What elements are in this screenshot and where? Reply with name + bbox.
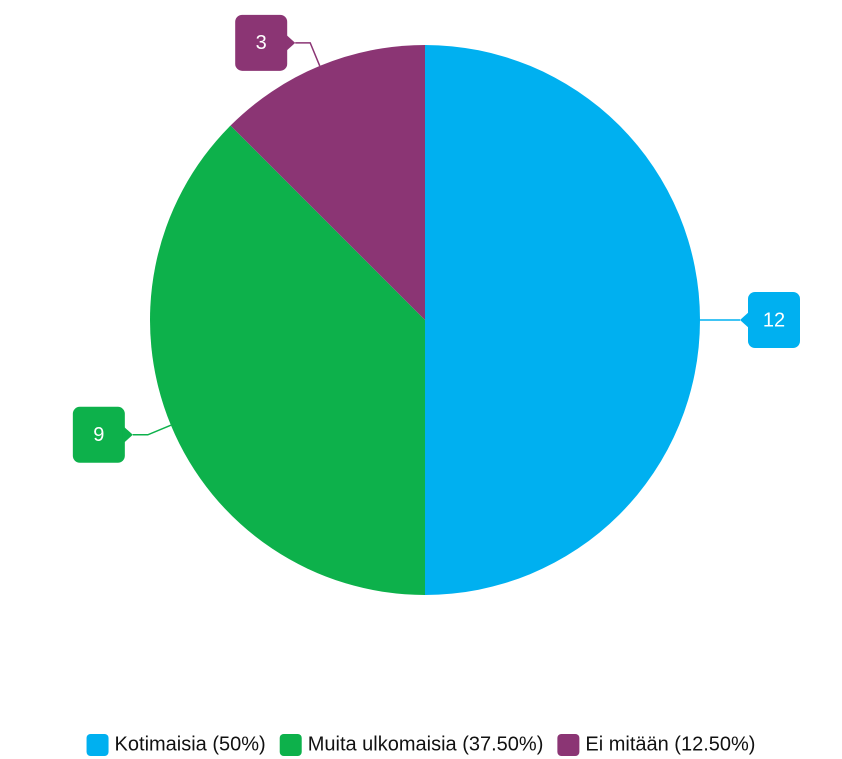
- leader-line: [132, 424, 172, 436]
- leader-line: [295, 42, 321, 67]
- legend-swatch: [279, 734, 302, 756]
- legend-label: Ei mitään (12.50%): [585, 733, 755, 755]
- label-pointer: [285, 33, 296, 52]
- label-pointer: [740, 311, 750, 329]
- legend-swatch: [86, 734, 109, 756]
- label-box: [72, 406, 125, 463]
- label-box: [235, 14, 288, 71]
- label-pointer: [122, 425, 133, 444]
- data-label: 12: [763, 309, 785, 331]
- legend-label: Muita ulkomaisia (37.50%): [308, 733, 544, 755]
- pie-slice: [425, 45, 700, 595]
- label-box: [748, 292, 800, 348]
- legend-swatch: [557, 734, 580, 756]
- data-label: 3: [256, 32, 267, 54]
- pie-slice: [230, 45, 425, 320]
- data-label: 9: [93, 424, 104, 446]
- pie-slice: [149, 125, 425, 596]
- legend-label: Kotimaisia (50%): [115, 733, 266, 755]
